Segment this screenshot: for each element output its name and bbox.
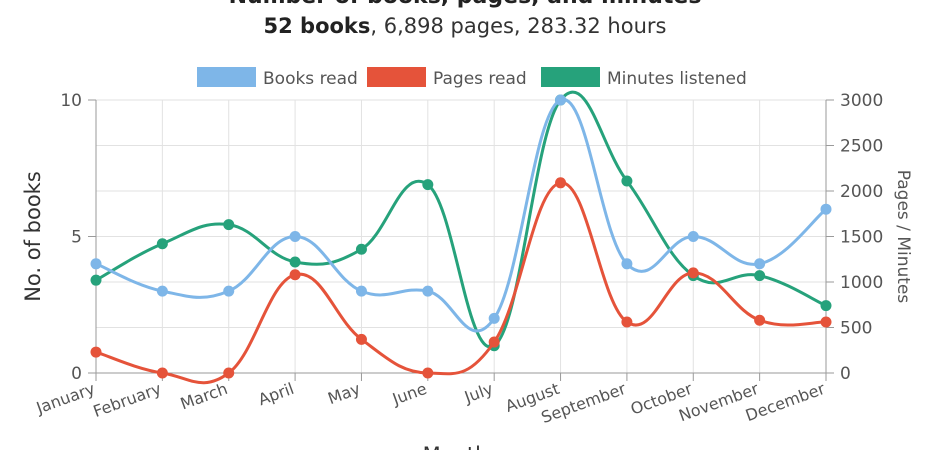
data-point-pages-read[interactable] xyxy=(156,367,168,379)
y-axis-title-left: No. of books xyxy=(21,171,45,302)
data-point-books-read[interactable] xyxy=(355,285,367,297)
x-tick-label: February xyxy=(91,379,164,421)
summary-details: , 6,898 pages, 283.32 hours xyxy=(370,14,667,38)
data-point-pages-read[interactable] xyxy=(621,316,633,328)
x-tick-label: July xyxy=(461,379,495,407)
data-point-pages-read[interactable] xyxy=(488,336,500,348)
data-point-minutes-listened[interactable] xyxy=(621,175,633,187)
y-tick-label-left: 5 xyxy=(71,228,82,248)
data-point-books-read[interactable] xyxy=(621,258,633,270)
y-tick-label-left: 10 xyxy=(60,91,82,111)
data-point-minutes-listened[interactable] xyxy=(223,219,235,231)
data-point-pages-read[interactable] xyxy=(223,367,235,379)
data-point-pages-read[interactable] xyxy=(422,367,434,379)
data-point-books-read[interactable] xyxy=(820,203,832,215)
x-tick-label: April xyxy=(256,379,297,409)
data-point-pages-read[interactable] xyxy=(289,269,301,281)
data-point-pages-read[interactable] xyxy=(90,346,102,358)
data-point-books-read[interactable] xyxy=(223,285,235,297)
legend-swatch-books-read[interactable] xyxy=(197,67,256,87)
data-point-pages-read[interactable] xyxy=(754,314,766,326)
y-tick-label-left: 0 xyxy=(71,364,82,384)
data-point-pages-read[interactable] xyxy=(687,267,699,279)
series-line-minutes-listened xyxy=(95,90,827,349)
data-point-books-read[interactable] xyxy=(422,285,434,297)
legend-label-books-read: Books read xyxy=(263,69,358,89)
data-point-books-read[interactable] xyxy=(90,258,102,270)
series-line-books-read xyxy=(95,98,827,333)
y-tick-label-right: 0 xyxy=(840,364,851,384)
y-tick-label-right: 500 xyxy=(840,319,872,339)
data-point-minutes-listened[interactable] xyxy=(754,270,766,282)
legend-swatch-pages-read[interactable] xyxy=(367,67,426,87)
legend-swatch-minutes-listened[interactable] xyxy=(541,67,600,87)
y-tick-label-right: 3000 xyxy=(840,91,883,111)
y-tick-label-right: 1500 xyxy=(840,228,883,248)
x-tick-label: January xyxy=(33,379,97,418)
chart-title: Number of books, pages, and minutes xyxy=(0,0,930,9)
legend-label-pages-read: Pages read xyxy=(433,69,527,89)
data-point-books-read[interactable] xyxy=(754,258,766,270)
data-point-pages-read[interactable] xyxy=(355,333,367,345)
data-point-pages-read[interactable] xyxy=(820,316,832,328)
x-axis-title: Months xyxy=(423,443,500,450)
y-tick-label-right: 2500 xyxy=(840,137,883,157)
x-tick-label: May xyxy=(325,379,363,408)
y-tick-label-right: 2000 xyxy=(840,182,883,202)
data-point-minutes-listened[interactable] xyxy=(422,179,434,191)
data-point-books-read[interactable] xyxy=(687,231,699,242)
data-point-books-read[interactable] xyxy=(156,285,168,297)
data-point-books-read[interactable] xyxy=(555,94,567,106)
data-point-books-read[interactable] xyxy=(488,312,500,324)
data-point-minutes-listened[interactable] xyxy=(289,256,301,268)
data-point-minutes-listened[interactable] xyxy=(156,238,168,250)
x-tick-label: June xyxy=(389,379,429,409)
data-point-minutes-listened[interactable] xyxy=(90,274,102,286)
y-tick-label-right: 1000 xyxy=(840,273,883,293)
legend-label-minutes-listened: Minutes listened xyxy=(607,69,747,89)
chart-summary: 52 books, 6,898 pages, 283.32 hours xyxy=(0,14,930,38)
data-point-minutes-listened[interactable] xyxy=(820,300,832,312)
data-point-pages-read[interactable] xyxy=(555,177,567,189)
summary-books-count: 52 books xyxy=(263,14,371,38)
data-point-books-read[interactable] xyxy=(289,231,301,242)
data-point-minutes-listened[interactable] xyxy=(355,243,367,255)
y-axis-title-right: Pages / Minutes xyxy=(893,170,913,304)
